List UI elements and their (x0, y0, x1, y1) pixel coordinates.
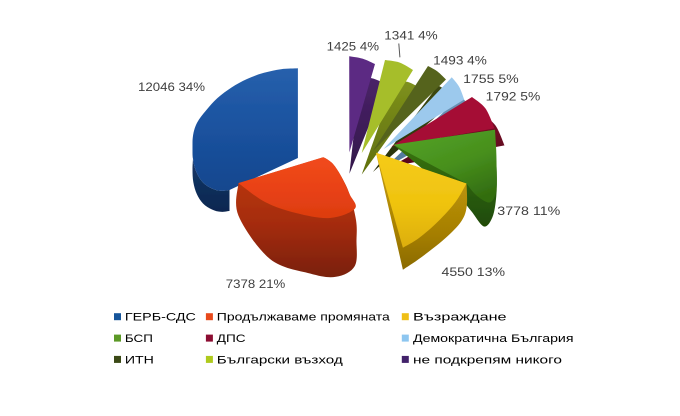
svg-text:7378 21%: 7378 21% (226, 277, 286, 291)
svg-text:Демократична България: Демократична България (413, 333, 574, 345)
svg-text:1755 5%: 1755 5% (463, 72, 519, 86)
svg-text:БСП: БСП (125, 333, 153, 345)
svg-text:Продължаваме промяната: Продължаваме промяната (217, 312, 391, 324)
svg-text:Възраждане: Възраждане (413, 312, 507, 324)
svg-text:3778 11%: 3778 11% (497, 204, 560, 218)
svg-text:ИТН: ИТН (125, 354, 154, 366)
svg-text:1425 4%: 1425 4% (327, 39, 380, 53)
svg-text:4550 13%: 4550 13% (442, 265, 506, 279)
svg-text:ДПС: ДПС (217, 333, 246, 345)
svg-text:1493 4%: 1493 4% (433, 54, 487, 68)
svg-text:Български възход: Български възход (217, 354, 344, 366)
svg-text:ГЕРБ-СДС: ГЕРБ-СДС (125, 312, 196, 324)
svg-text:12046 34%: 12046 34% (138, 80, 205, 94)
svg-text:не подкрепям никого: не подкрепям никого (413, 354, 562, 366)
svg-text:1341 4%: 1341 4% (384, 28, 438, 42)
svg-text:1792 5%: 1792 5% (486, 90, 541, 104)
